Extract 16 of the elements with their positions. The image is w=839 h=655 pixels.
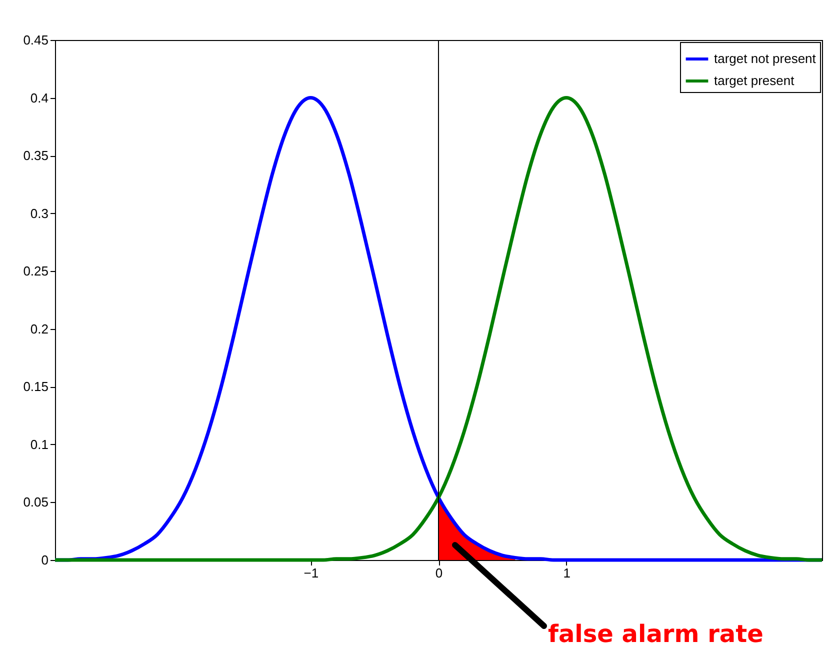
x-tick-label: 0	[435, 566, 443, 580]
y-tick-label: 0	[41, 552, 48, 568]
y-tick-label: 0.2	[30, 321, 48, 336]
legend-label: target present	[714, 73, 795, 88]
legend-label: target not present	[714, 51, 816, 66]
y-tick-label: 0.45	[23, 32, 48, 48]
y-tick-label: 0.25	[23, 264, 48, 279]
text: false alarm rate	[548, 620, 764, 648]
y-tick-label: 0.1	[30, 436, 48, 452]
x-tick-label: 1	[563, 566, 570, 580]
y-tick-label: 0.35	[23, 148, 48, 164]
x-tick-label: −1	[304, 566, 319, 580]
y-tick-label: 0.05	[23, 494, 48, 510]
y-tick-label: 0.15	[23, 379, 48, 394]
y-tick-label: 0.4	[30, 90, 48, 106]
y-tick-label: 0.3	[30, 206, 48, 221]
